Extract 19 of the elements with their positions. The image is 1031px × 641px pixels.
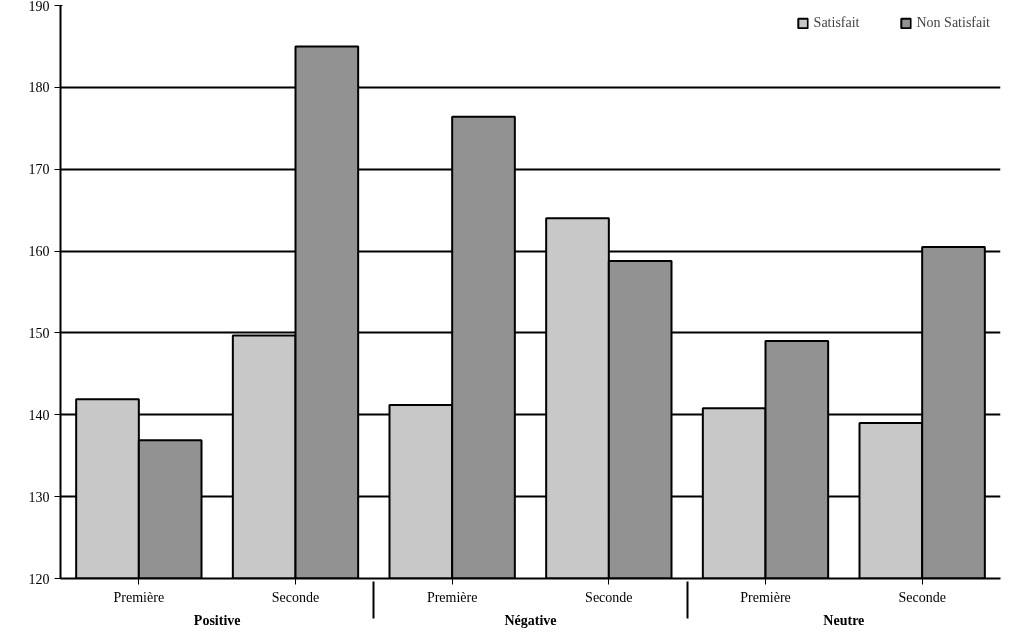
text: Positive: [193, 612, 241, 628]
y-tick-label: 120: [28, 571, 50, 587]
x-tick-label: Première: [740, 589, 791, 605]
y-tick-label: 140: [28, 407, 50, 423]
legend-label: Satisfait: [813, 15, 860, 31]
text: Négative: [504, 612, 557, 628]
y-tick-label: 180: [28, 80, 50, 96]
y-tick-label: 160: [28, 244, 50, 260]
y-tick-label: 130: [28, 489, 50, 505]
y-tick-label: 190: [28, 0, 50, 14]
x-tick-label: Seconde: [585, 589, 633, 605]
text: Neutre: [823, 612, 865, 628]
legend-label: Non Satisfait: [916, 15, 990, 31]
y-tick-label: 150: [28, 325, 50, 341]
y-tick-label: 170: [28, 162, 50, 178]
x-tick-label: Première: [426, 589, 478, 605]
x-tick-label: Seconde: [271, 589, 320, 605]
x-tick-label: Seconde: [898, 589, 946, 605]
x-tick-label: Première: [113, 589, 165, 605]
